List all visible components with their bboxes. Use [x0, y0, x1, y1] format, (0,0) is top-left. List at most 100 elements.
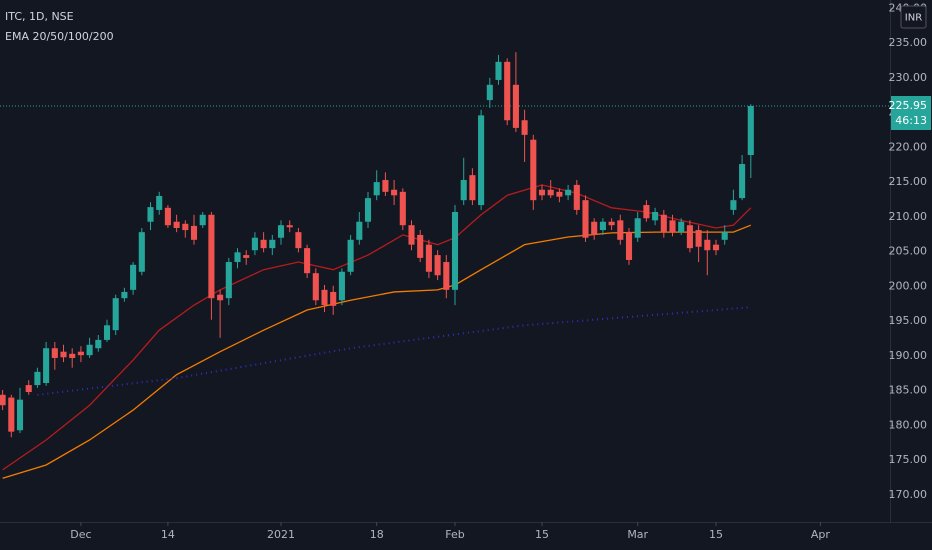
candle-body	[43, 348, 50, 383]
x-tick-label: 14	[161, 528, 175, 541]
candle-body	[486, 84, 493, 101]
candle-body	[408, 225, 415, 245]
candle-body	[312, 273, 319, 301]
y-tick-label: 170.00	[889, 488, 928, 501]
candle-body	[199, 214, 206, 226]
candle-body	[138, 232, 145, 272]
candle-body	[547, 189, 554, 196]
candle-body	[130, 264, 137, 290]
y-tick-label: 230.00	[889, 71, 928, 84]
y-tick-label: 180.00	[889, 418, 928, 431]
indicator-label: EMA 20/50/100/200	[5, 30, 114, 43]
candle-body	[338, 271, 345, 301]
candle-body	[434, 255, 441, 276]
candle-body	[286, 225, 293, 228]
candle-body	[234, 252, 241, 263]
candle-body	[712, 244, 720, 251]
last-price-tag	[891, 95, 931, 130]
y-tick-label: 220.00	[889, 140, 928, 153]
candle-body	[591, 221, 598, 235]
candle-body	[443, 262, 450, 290]
x-tick-label: Dec	[70, 528, 91, 541]
plot-area	[0, 52, 890, 479]
candle-body	[608, 221, 615, 226]
y-tick-label: 205.00	[889, 245, 928, 258]
candle-body	[382, 180, 389, 192]
candle-body	[425, 244, 432, 272]
candle-body	[251, 237, 258, 251]
candle-body	[69, 353, 76, 358]
candle-body	[695, 230, 702, 247]
candle-body	[147, 207, 154, 222]
candle-body	[373, 182, 380, 196]
x-tick-label: 2021	[267, 528, 295, 541]
candle-body	[678, 221, 685, 233]
candle-body	[399, 191, 406, 226]
candle-body	[599, 221, 606, 231]
currency-badge[interactable]	[900, 5, 927, 29]
y-tick-label: 195.00	[889, 314, 928, 327]
candle-body	[521, 120, 528, 135]
candle-body	[391, 189, 398, 196]
candle-body	[269, 239, 276, 249]
candle-body	[469, 175, 476, 201]
y-tick-label: 235.00	[889, 36, 928, 49]
x-tick-label: 15	[535, 528, 549, 541]
candle-body	[86, 344, 93, 356]
candle-body	[321, 289, 328, 306]
candle-body	[304, 248, 311, 274]
candle-body	[460, 180, 467, 201]
chart-title: ITC, 1D, NSE	[5, 10, 74, 23]
candle-body	[77, 351, 84, 356]
candle-body	[652, 211, 659, 221]
candle-body	[739, 164, 746, 199]
candle-body	[295, 232, 302, 249]
candle-body	[347, 239, 354, 272]
candle-body	[330, 291, 337, 306]
candle-body	[164, 207, 171, 226]
candle-body	[95, 339, 102, 349]
candle-body	[617, 220, 624, 240]
candle-body	[634, 218, 641, 238]
candle-body	[173, 221, 180, 228]
last-price-label: 225.95	[889, 99, 928, 112]
candle-body	[103, 325, 111, 340]
candle-body	[643, 205, 650, 219]
x-tick-label: Mar	[627, 528, 648, 541]
y-tick-label: 185.00	[889, 384, 928, 397]
x-tick-label: 15	[709, 528, 723, 541]
candle-body	[512, 84, 519, 128]
candle-body	[51, 348, 58, 358]
candle-body	[260, 239, 267, 249]
candle-body	[356, 221, 363, 240]
candle-body	[16, 399, 24, 431]
axes: 170.00 175.00 180.00 185.00 190.00 195.00 200.…	[70, 1, 931, 541]
candle-body	[747, 105, 754, 156]
candle-body	[530, 139, 537, 201]
candle-body	[669, 220, 676, 233]
candle-body	[582, 200, 589, 238]
candle-body	[451, 211, 459, 290]
candle-body	[565, 189, 572, 196]
x-tick-label: 18	[370, 528, 384, 541]
candle-body	[190, 225, 198, 240]
candle-body	[156, 196, 163, 210]
candle-body	[495, 61, 502, 80]
candle-body	[686, 225, 693, 249]
candle-body	[660, 214, 667, 233]
candle-body	[538, 189, 546, 196]
ema-line	[2, 224, 752, 479]
y-tick-label: 190.00	[889, 349, 928, 362]
candle-body	[721, 232, 728, 240]
y-tick-label: 210.00	[889, 210, 928, 223]
currency-label[interactable]: INR	[905, 13, 922, 24]
candle-body	[704, 239, 711, 251]
candle-body	[573, 184, 580, 210]
candle-body	[112, 298, 119, 331]
y-tick-label: 215.00	[889, 175, 928, 188]
candle-body	[504, 61, 511, 121]
y-tick-label: 175.00	[889, 453, 928, 466]
candle-body	[182, 223, 189, 231]
